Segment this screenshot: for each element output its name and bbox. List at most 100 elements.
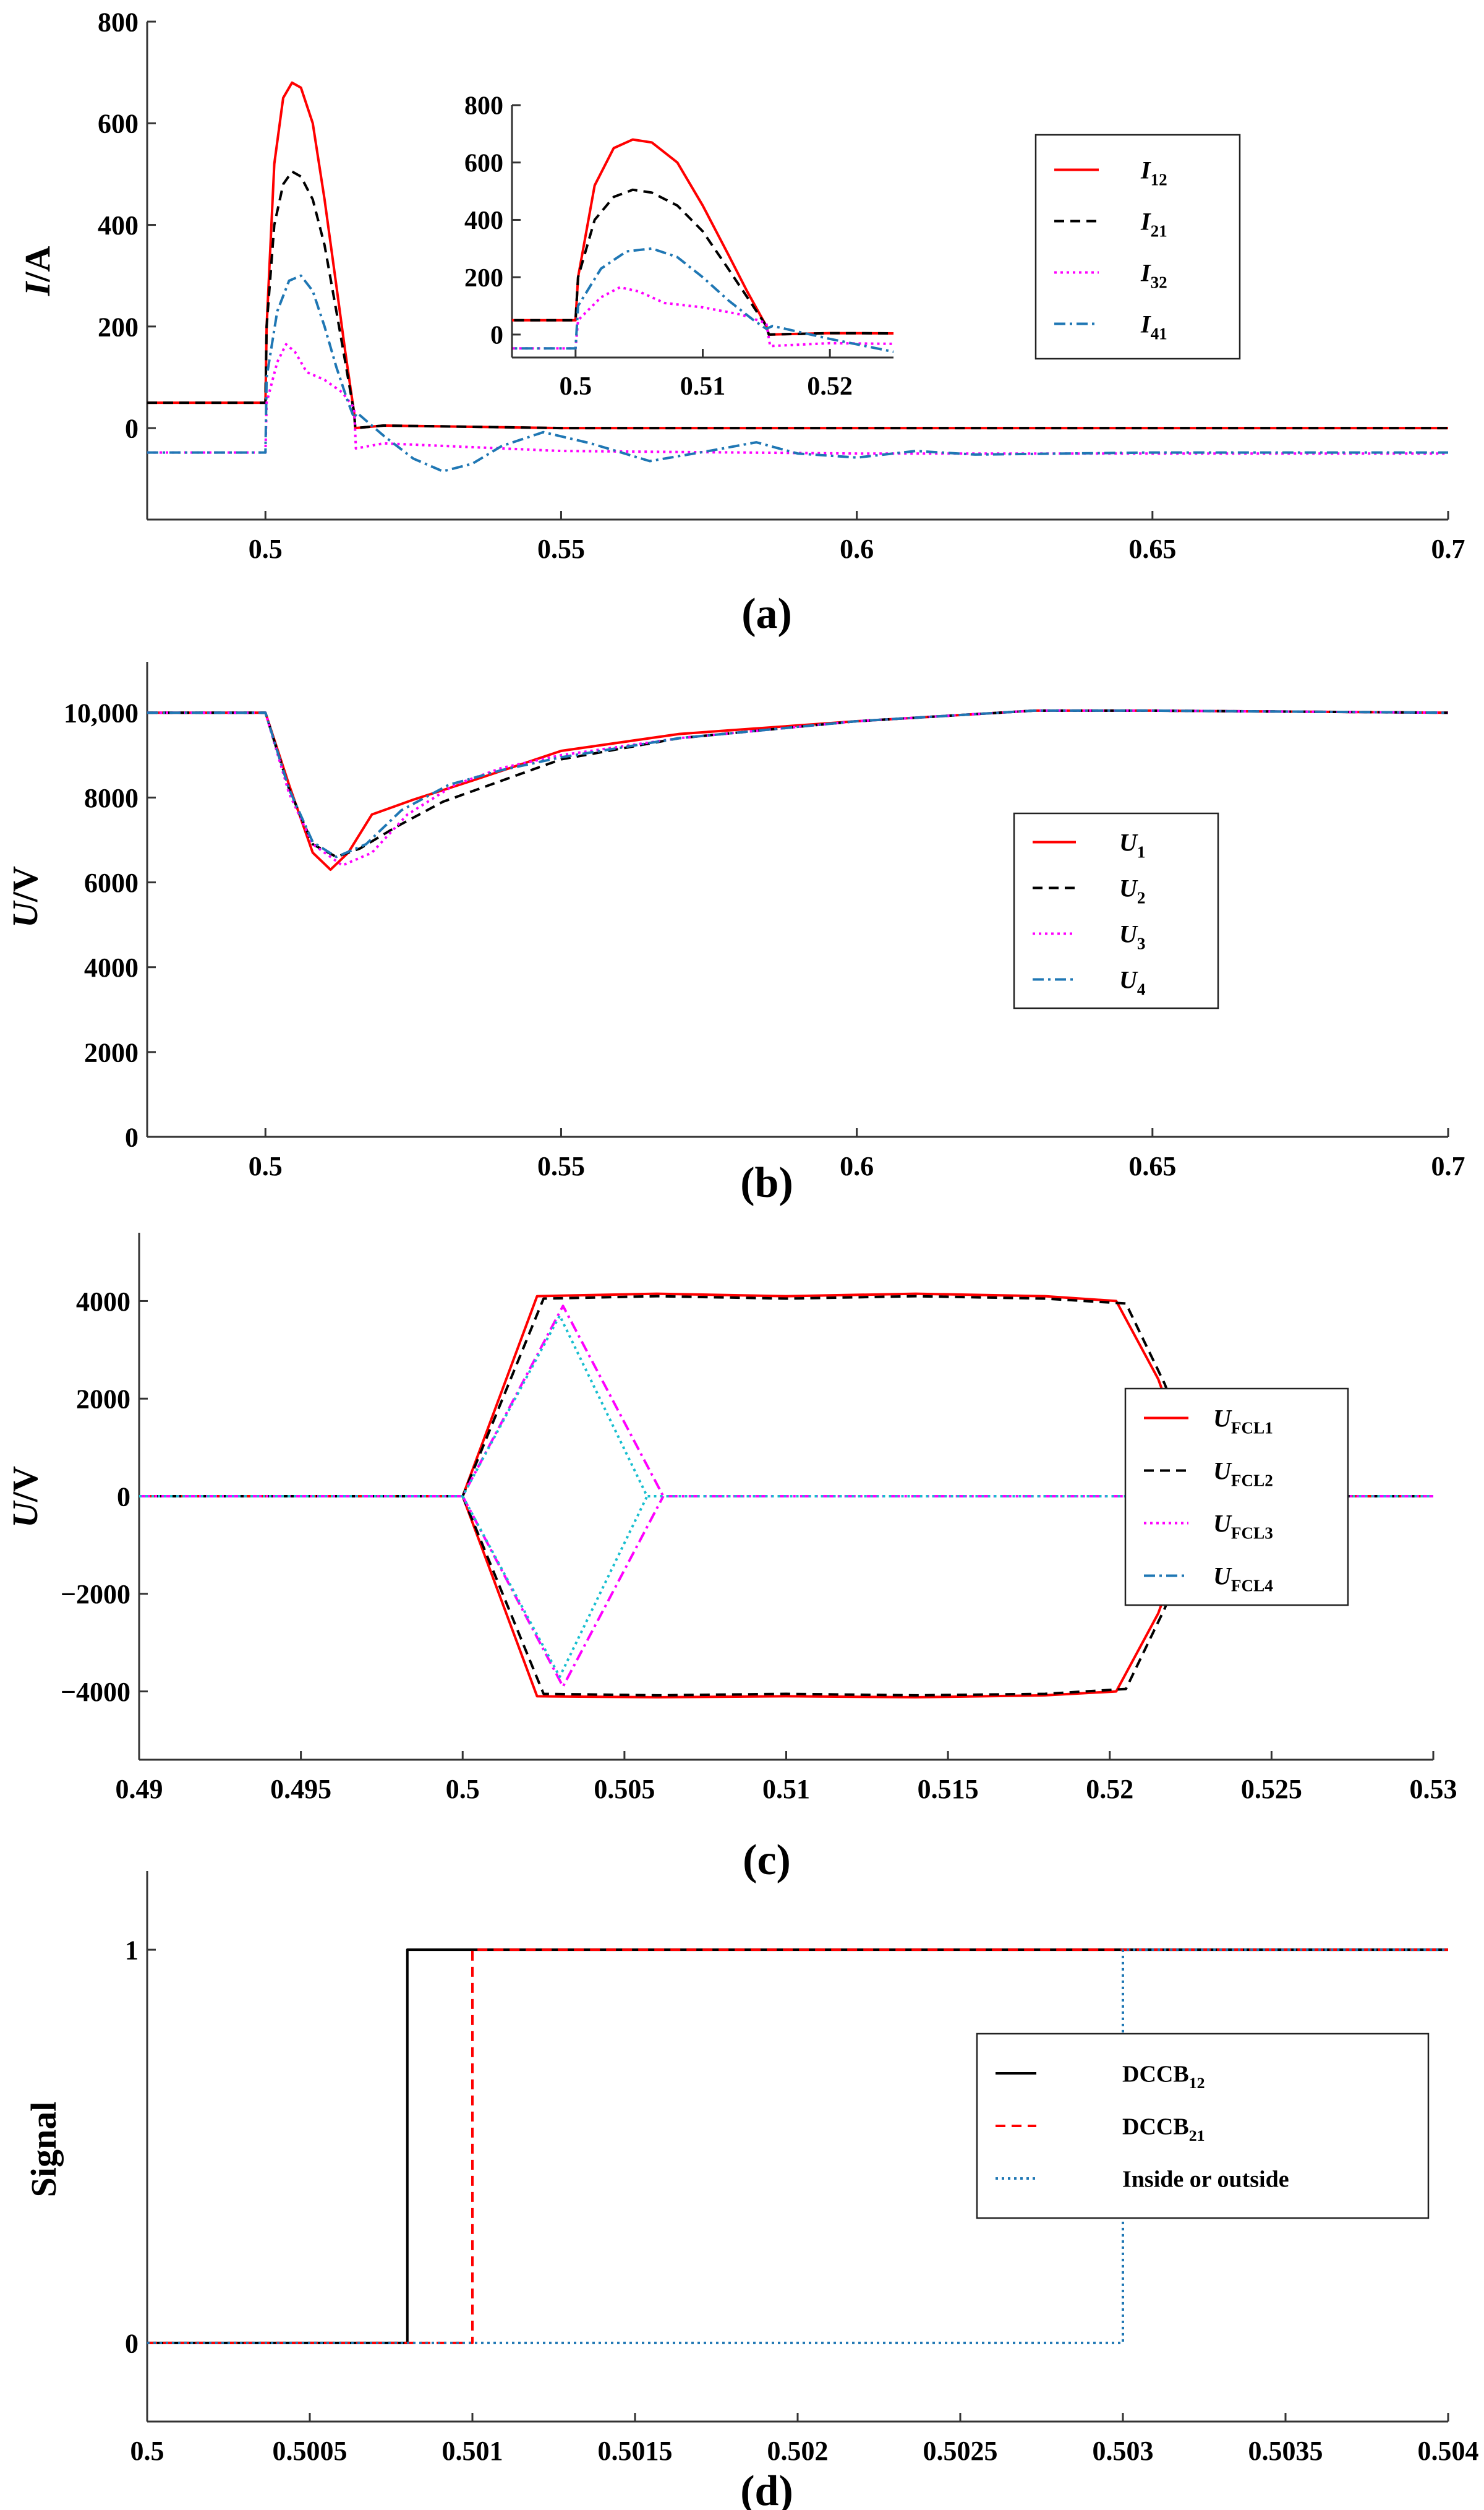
panel-d-y-tick-label: 0 bbox=[125, 2328, 139, 2358]
panel-a-inset-x-tick-label: 0.51 bbox=[680, 372, 726, 401]
panel-a-inset-y-tick-label: 600 bbox=[464, 149, 503, 178]
panel-c-y-label-unit: /V bbox=[5, 1466, 45, 1502]
panel-a-y-label: I/A bbox=[17, 246, 58, 297]
panel-b-x-tick-label: 0.7 bbox=[1431, 1151, 1465, 1181]
panel-d-x-tick-label: 0.501 bbox=[442, 2436, 503, 2466]
panel-d-legend-label: Inside or outside bbox=[1122, 2166, 1289, 2192]
panel-d-x-tick-label: 0.5015 bbox=[598, 2436, 673, 2466]
panel-c-x-tick-label: 0.53 bbox=[1410, 1774, 1457, 1804]
panel-c-x-tick-label: 0.515 bbox=[918, 1774, 979, 1804]
panel-a-inset: 0.5 0.51 0.52 0 200 400 600 800 bbox=[464, 92, 893, 401]
panel-c-series-line bbox=[461, 1496, 649, 1678]
panel-b-y-tick-label: 6000 bbox=[84, 868, 139, 898]
panel-d: 0.5 0.5005 0.501 0.5015 0.502 0.5025 0.503 0.50… bbox=[23, 1871, 1479, 2510]
panel-a-inset-series-line bbox=[512, 247, 893, 353]
panel-a-inset-series-line bbox=[512, 188, 893, 336]
panel-c-x-tick-label: 0.51 bbox=[762, 1774, 810, 1804]
panel-d-x-tick-label: 0.504 bbox=[1418, 2436, 1479, 2466]
panel-b-legend-label: U1 bbox=[1119, 829, 1145, 862]
panel-c-x-tick-label: 0.52 bbox=[1086, 1774, 1133, 1804]
panel-c-x-tick-label: 0.505 bbox=[594, 1774, 655, 1804]
panel-b-y-tick-label: 0 bbox=[125, 1122, 139, 1152]
panel-a-x-tick-label: 0.6 bbox=[840, 534, 874, 564]
panel-d-legend: DCCB12 DCCB21 Inside or outside bbox=[976, 2032, 1430, 2219]
panel-d-x-tick-label: 0.503 bbox=[1093, 2436, 1154, 2466]
panel-b-x-tick-label: 0.55 bbox=[537, 1151, 585, 1181]
panel-b-legend-label: U4 bbox=[1119, 966, 1146, 999]
panel-b-y-tick-label: 10,000 bbox=[64, 698, 139, 729]
panel-a-y-tick-label: 200 bbox=[98, 312, 139, 342]
panel-c-legend-label: UFCL3 bbox=[1213, 1510, 1273, 1543]
panel-a-series-line bbox=[147, 343, 1448, 455]
panel-a-inset-y-tick-label: 400 bbox=[464, 207, 503, 235]
panel-c-series-line bbox=[461, 1496, 1202, 1698]
panel-c-x-tick-label: 0.495 bbox=[270, 1774, 331, 1804]
panel-b-label: (b) bbox=[740, 1159, 793, 1207]
panel-c-y-label: U/V bbox=[5, 1466, 45, 1528]
panel-a-inset-series-group bbox=[512, 138, 893, 353]
panel-d-label: (d) bbox=[740, 2467, 793, 2510]
panel-a-legend-label: I21 bbox=[1140, 208, 1167, 241]
panel-a-y-tick-label: 800 bbox=[98, 7, 139, 37]
panel-a-inset-x-tick-label: 0.52 bbox=[807, 372, 853, 401]
panel-b-x-tick-label: 0.5 bbox=[249, 1151, 283, 1181]
panel-a-inset-y-tick-label: 200 bbox=[464, 264, 503, 293]
panel-a-legend-label: I12 bbox=[1140, 156, 1167, 189]
panel-d-y-tick-label: 1 bbox=[125, 1935, 139, 1966]
panel-b-series-line bbox=[147, 709, 1448, 867]
panel-d-x-tick-label: 0.502 bbox=[767, 2436, 829, 2466]
panel-a-series-group bbox=[147, 81, 1448, 473]
panel-c-legend: UFCL1 UFCL2 UFCL3 UFCL4 bbox=[1124, 1387, 1349, 1606]
panel-c-series-line bbox=[139, 1295, 1433, 1497]
panel-c-legend-label: UFCL1 bbox=[1213, 1405, 1273, 1437]
panel-b-y-tick-label: 8000 bbox=[84, 783, 139, 813]
panel-a-x-tick-label: 0.65 bbox=[1128, 534, 1176, 564]
panel-c-legend-label: UFCL2 bbox=[1213, 1457, 1273, 1490]
panel-a-legend-label: I32 bbox=[1140, 259, 1167, 292]
panel-d-legend-label: DCCB12 bbox=[1122, 2061, 1205, 2092]
panel-c-x-tick-label: 0.49 bbox=[116, 1774, 163, 1804]
panel-c-y-label-symbol: U bbox=[5, 1500, 45, 1528]
panel-a-x-tick-label: 0.7 bbox=[1431, 534, 1465, 564]
panel-a-y-tick-label: 400 bbox=[98, 210, 139, 241]
panel-b-legend: U1 U2 U3 U4 bbox=[1013, 812, 1219, 1009]
panel-d-x-tick-label: 0.5025 bbox=[923, 2436, 998, 2466]
panel-a-y-label-symbol: I bbox=[17, 280, 58, 296]
panel-c-legend-label: UFCL4 bbox=[1213, 1562, 1273, 1595]
panel-d-legend-box bbox=[976, 2032, 1430, 2219]
panel-d-y-label: Signal bbox=[23, 2102, 64, 2198]
panel-b-y-label: U/V bbox=[5, 866, 45, 928]
panel-a-inset-y-tick-label: 800 bbox=[464, 92, 503, 121]
panel-c-label: (c) bbox=[743, 1836, 791, 1884]
panel-b-y-tick-label: 4000 bbox=[84, 953, 139, 983]
panel-b-legend-box bbox=[1013, 812, 1219, 1009]
panel-a-x-tick-label: 0.5 bbox=[249, 534, 283, 564]
panel-b-series-group bbox=[147, 709, 1448, 871]
panel-c-series-line bbox=[461, 1496, 665, 1688]
panel-a-label: (a) bbox=[741, 590, 792, 638]
panel-a-inset-x-tick-label: 0.5 bbox=[560, 372, 592, 401]
panel-c-y-tick-label: 4000 bbox=[76, 1287, 130, 1317]
panel-b: 0.5 0.55 0.6 0.65 0.7 0 2000 4000 6000 8000 10,000… bbox=[5, 662, 1465, 1207]
panel-c-x-tick-label: 0.525 bbox=[1241, 1774, 1302, 1804]
panel-a: 0.5 0.55 0.6 0.65 0.70200400600800I/AI12I21I… bbox=[17, 7, 1465, 638]
panel-d-series-group bbox=[147, 1948, 1448, 2344]
panel-c-series-line bbox=[461, 1496, 1208, 1697]
panel-b-y-label-symbol: U bbox=[5, 900, 45, 928]
panel-b-x-tick-label: 0.65 bbox=[1128, 1151, 1176, 1181]
panel-a-legend-box bbox=[1034, 134, 1241, 360]
panel-a-x-tick-label: 0.55 bbox=[537, 534, 585, 564]
panel-c-x-tick-label: 0.5 bbox=[446, 1774, 480, 1804]
panel-a-y-tick-label: 600 bbox=[98, 109, 139, 139]
panel-b-x-tick-label: 0.6 bbox=[840, 1151, 874, 1181]
panel-a-inset-series-line bbox=[512, 286, 893, 350]
panel-b-series-line bbox=[147, 709, 1448, 859]
panel-b-y-label-unit: /V bbox=[5, 866, 45, 902]
panel-c-legend-box bbox=[1124, 1387, 1349, 1606]
panel-c: 0.49 0.495 0.5 0.505 0.51 0.515 0.52 0.525 0.53 −… bbox=[5, 1233, 1457, 1884]
panel-a-series-line bbox=[147, 170, 1448, 430]
panel-b-y-tick-label: 2000 bbox=[84, 1037, 139, 1068]
panel-c-y-tick-label: −2000 bbox=[61, 1579, 130, 1609]
panel-b-legend-label: U2 bbox=[1119, 875, 1145, 907]
